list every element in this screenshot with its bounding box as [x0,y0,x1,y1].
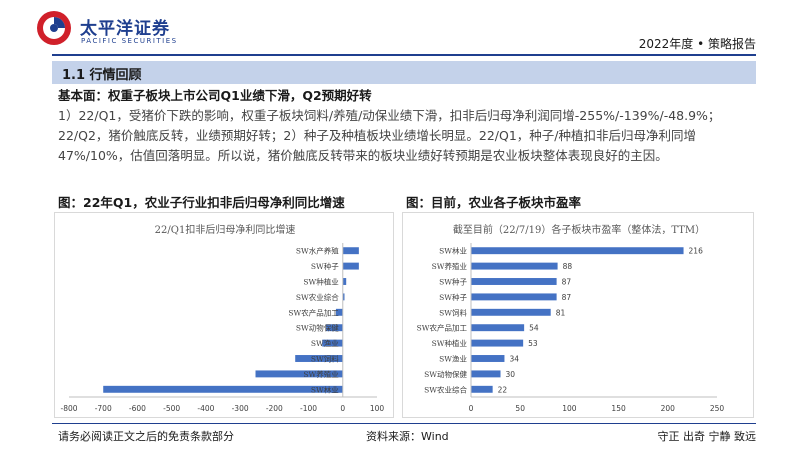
x-tick-label: -600 [129,404,146,413]
right-chart: 截至目前（22/7/19）各子板块市盈率（整体法，TTM） SW林业 216 SW养殖… [402,212,754,418]
category-label: SW林业 [439,246,467,256]
category-label: SW农产品加工 [417,323,468,333]
category-label: SW种植业 [303,277,339,287]
category-label: SW农业综合 [296,292,339,302]
category-label: SW养殖业 [432,261,468,271]
bar [342,278,347,285]
category-label: SW动物保健 [296,323,339,333]
right-figure-title: 图：目前，农业各子板块市盈率 [406,195,582,210]
value-label: 81 [556,308,566,317]
x-tick-label: -500 [163,404,180,413]
category-label: SW林业 [311,384,339,394]
bar [342,247,359,255]
footer-divider [52,423,756,424]
category-label: SW饲料 [311,354,339,364]
report-label: 2022年度 • 策略报告 [638,37,756,51]
x-tick-label: 100 [562,404,577,413]
x-tick-label: -100 [300,404,317,413]
bar [471,339,524,347]
brand-name-cn: 太平洋证券 [80,19,170,39]
category-label: SW水产养殖 [296,246,339,256]
bar [322,339,343,347]
category-label: SW饲料 [439,307,467,317]
bar [342,262,359,270]
brand-name-en: PACIFIC SECURITIES [81,37,178,45]
chart-title: 22/Q1扣非后归母净利同比增速 [155,223,296,236]
footer-disclaimer: 请务必阅读正文之后的免责条款部分 [58,430,234,443]
value-label: 216 [689,247,704,256]
bar [471,247,684,255]
body-lead: 基本面：权重子板块上市公司Q1业绩下滑，Q2预期好转 [58,88,372,103]
x-tick-label: -300 [232,404,249,413]
x-tick-label: 200 [661,404,676,413]
bar [471,370,501,378]
x-tick-label: 0 [340,404,345,413]
bar [471,293,557,301]
category-label: SW种植业 [432,338,468,348]
value-label: 53 [528,339,538,348]
value-label: 22 [498,385,508,394]
footer-source: 资料来源：Wind [366,430,449,443]
bar [471,324,525,332]
body-text: 基本面：权重子板块上市公司Q1业绩下滑，Q2预期好转 1）22/Q1，受猪价下跌… [58,86,758,166]
x-tick-label: 150 [611,404,626,413]
bar [255,370,343,378]
company-logo: 太平洋证券 PACIFIC SECURITIES [34,8,194,48]
bar [103,385,343,393]
category-label: SW动物保健 [424,369,467,379]
bar [342,293,345,301]
x-tick-label: 50 [515,404,525,413]
x-tick-label: -200 [266,404,283,413]
bar [335,308,343,316]
header-divider [52,54,756,56]
x-tick-label: 250 [710,404,725,413]
category-label: SW农业综合 [424,384,467,394]
value-label: 87 [562,278,572,287]
bar [471,385,493,393]
chart-title: 截至目前（22/7/19）各子板块市盈率（整体法，TTM） [453,223,705,236]
x-tick-label: -400 [197,404,214,413]
value-label: 88 [563,262,573,271]
value-label: 34 [509,355,519,364]
right-chart-svg: 截至目前（22/7/19）各子板块市盈率（整体法，TTM） SW林业 216 SW养殖… [417,223,725,413]
section-bar: 1.1 行情回顾 [52,61,756,84]
bar [471,308,551,316]
bar [471,278,557,285]
category-label: SW渔业 [311,338,339,348]
x-tick-label: 0 [469,404,474,413]
footer-motto: 守正 出奇 宁静 致远 [657,430,757,443]
category-label: SW渔业 [439,354,467,364]
value-label: 87 [562,293,572,302]
logo-mark-icon [37,11,71,45]
left-figure-title: 图：22年Q1，农业子行业扣非后归母净利同比增速 [58,195,345,210]
x-tick-label: 100 [370,404,385,413]
bar [295,355,343,362]
category-label: SW种子 [439,292,467,302]
section-title: 1.1 行情回顾 [62,68,142,83]
body-detail: 1）22/Q1，受猪价下跌的影响，权重子板块饲料/养殖/动保业绩下滑，扣非后归母… [58,108,721,163]
x-tick-label: -700 [95,404,112,413]
category-label: SW种子 [439,277,467,287]
category-label: SW农产品加工 [288,307,339,317]
category-label: SW种子 [311,261,339,271]
bar [471,262,558,270]
bar [326,324,343,332]
left-chart: 22/Q1扣非后归母净利同比增速 SW水产养殖 SW种子 SW种植业 SW农业综合 SW农… [54,212,394,418]
x-tick-label: -800 [60,404,77,413]
value-label: 30 [506,370,516,379]
value-label: 54 [529,324,539,333]
category-label: SW养殖业 [303,369,339,379]
bar [471,355,505,362]
